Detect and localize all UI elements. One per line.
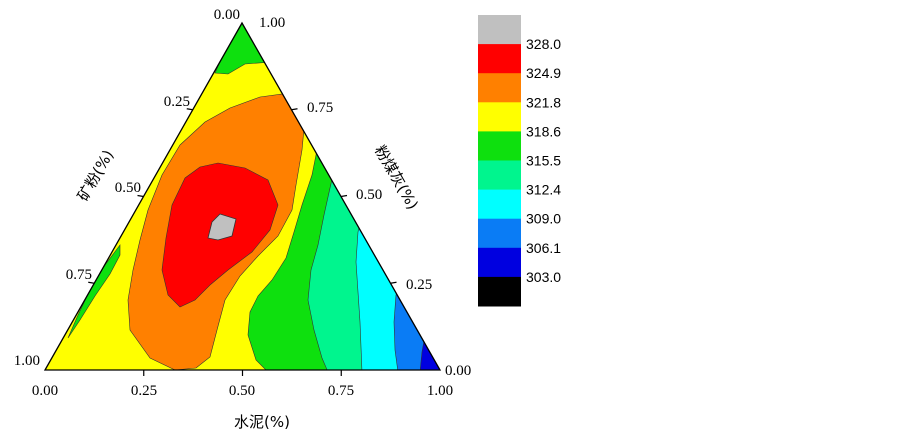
left-tick-0: 0.00	[214, 7, 240, 23]
legend-label-3: 318.6	[526, 123, 561, 139]
left-tick-mark-2	[186, 108, 193, 111]
left-tick-2: 0.50	[115, 180, 141, 196]
tick-marks	[88, 108, 397, 376]
legend-label-0: 328.0	[526, 36, 561, 52]
legend-swatch-7	[478, 218, 521, 249]
right-tick-mark-0	[390, 281, 397, 284]
contour-max-region	[207, 213, 237, 241]
left-tick-mark-0	[88, 281, 95, 284]
legend-swatch-9	[478, 276, 521, 307]
right-tick-0: 0.00	[445, 363, 471, 379]
legend-label-7: 306.1	[526, 240, 561, 256]
left-tick-1: 0.25	[164, 94, 190, 110]
bottom-tick-4: 1.00	[427, 383, 453, 399]
legend-label-6: 309.0	[526, 211, 561, 227]
right-tick-3: 0.75	[307, 100, 333, 116]
right-tick-1: 0.25	[406, 277, 432, 293]
legend-swatch-1	[478, 44, 521, 74]
right-tick-2: 0.50	[356, 187, 382, 203]
legend-swatch-4	[478, 131, 521, 161]
legend-label-1: 324.9	[526, 65, 561, 81]
legend-label-2: 321.8	[526, 94, 561, 110]
left-tick-3: 0.75	[66, 267, 92, 283]
contour-plot-area	[45, 23, 440, 370]
bottom-tick-2: 0.50	[229, 383, 255, 399]
right-tick-mark-2	[291, 108, 298, 111]
legend-label-4: 315.5	[526, 153, 561, 169]
legend-swatch-6	[478, 189, 521, 220]
legend-label-8: 303.0	[526, 269, 561, 285]
bottom-tick-1: 0.25	[131, 383, 157, 399]
right-tick-mark-1	[340, 194, 348, 198]
legend-swatch-8	[478, 247, 521, 278]
right-tick-4: 1.00	[259, 15, 285, 31]
legend-swatch-0	[478, 15, 521, 45]
legend-label-5: 312.4	[526, 182, 561, 198]
legend-swatch-2	[478, 73, 521, 103]
legend-swatch-5	[478, 160, 521, 191]
legend-swatch-3	[478, 102, 521, 132]
color-legend: 328.0 324.9 321.8 318.6 315.5 312.4 309.0 306.1…	[478, 15, 561, 307]
bottom-tick-3: 0.75	[328, 383, 354, 399]
left-tick-mark-1	[137, 194, 144, 198]
bottom-tick-0: 0.00	[32, 383, 58, 399]
left-tick-4: 1.00	[14, 353, 40, 369]
bottom-axis-label: 水泥(%)	[234, 413, 290, 431]
left-axis-label: 矿粉(%)	[74, 147, 118, 204]
